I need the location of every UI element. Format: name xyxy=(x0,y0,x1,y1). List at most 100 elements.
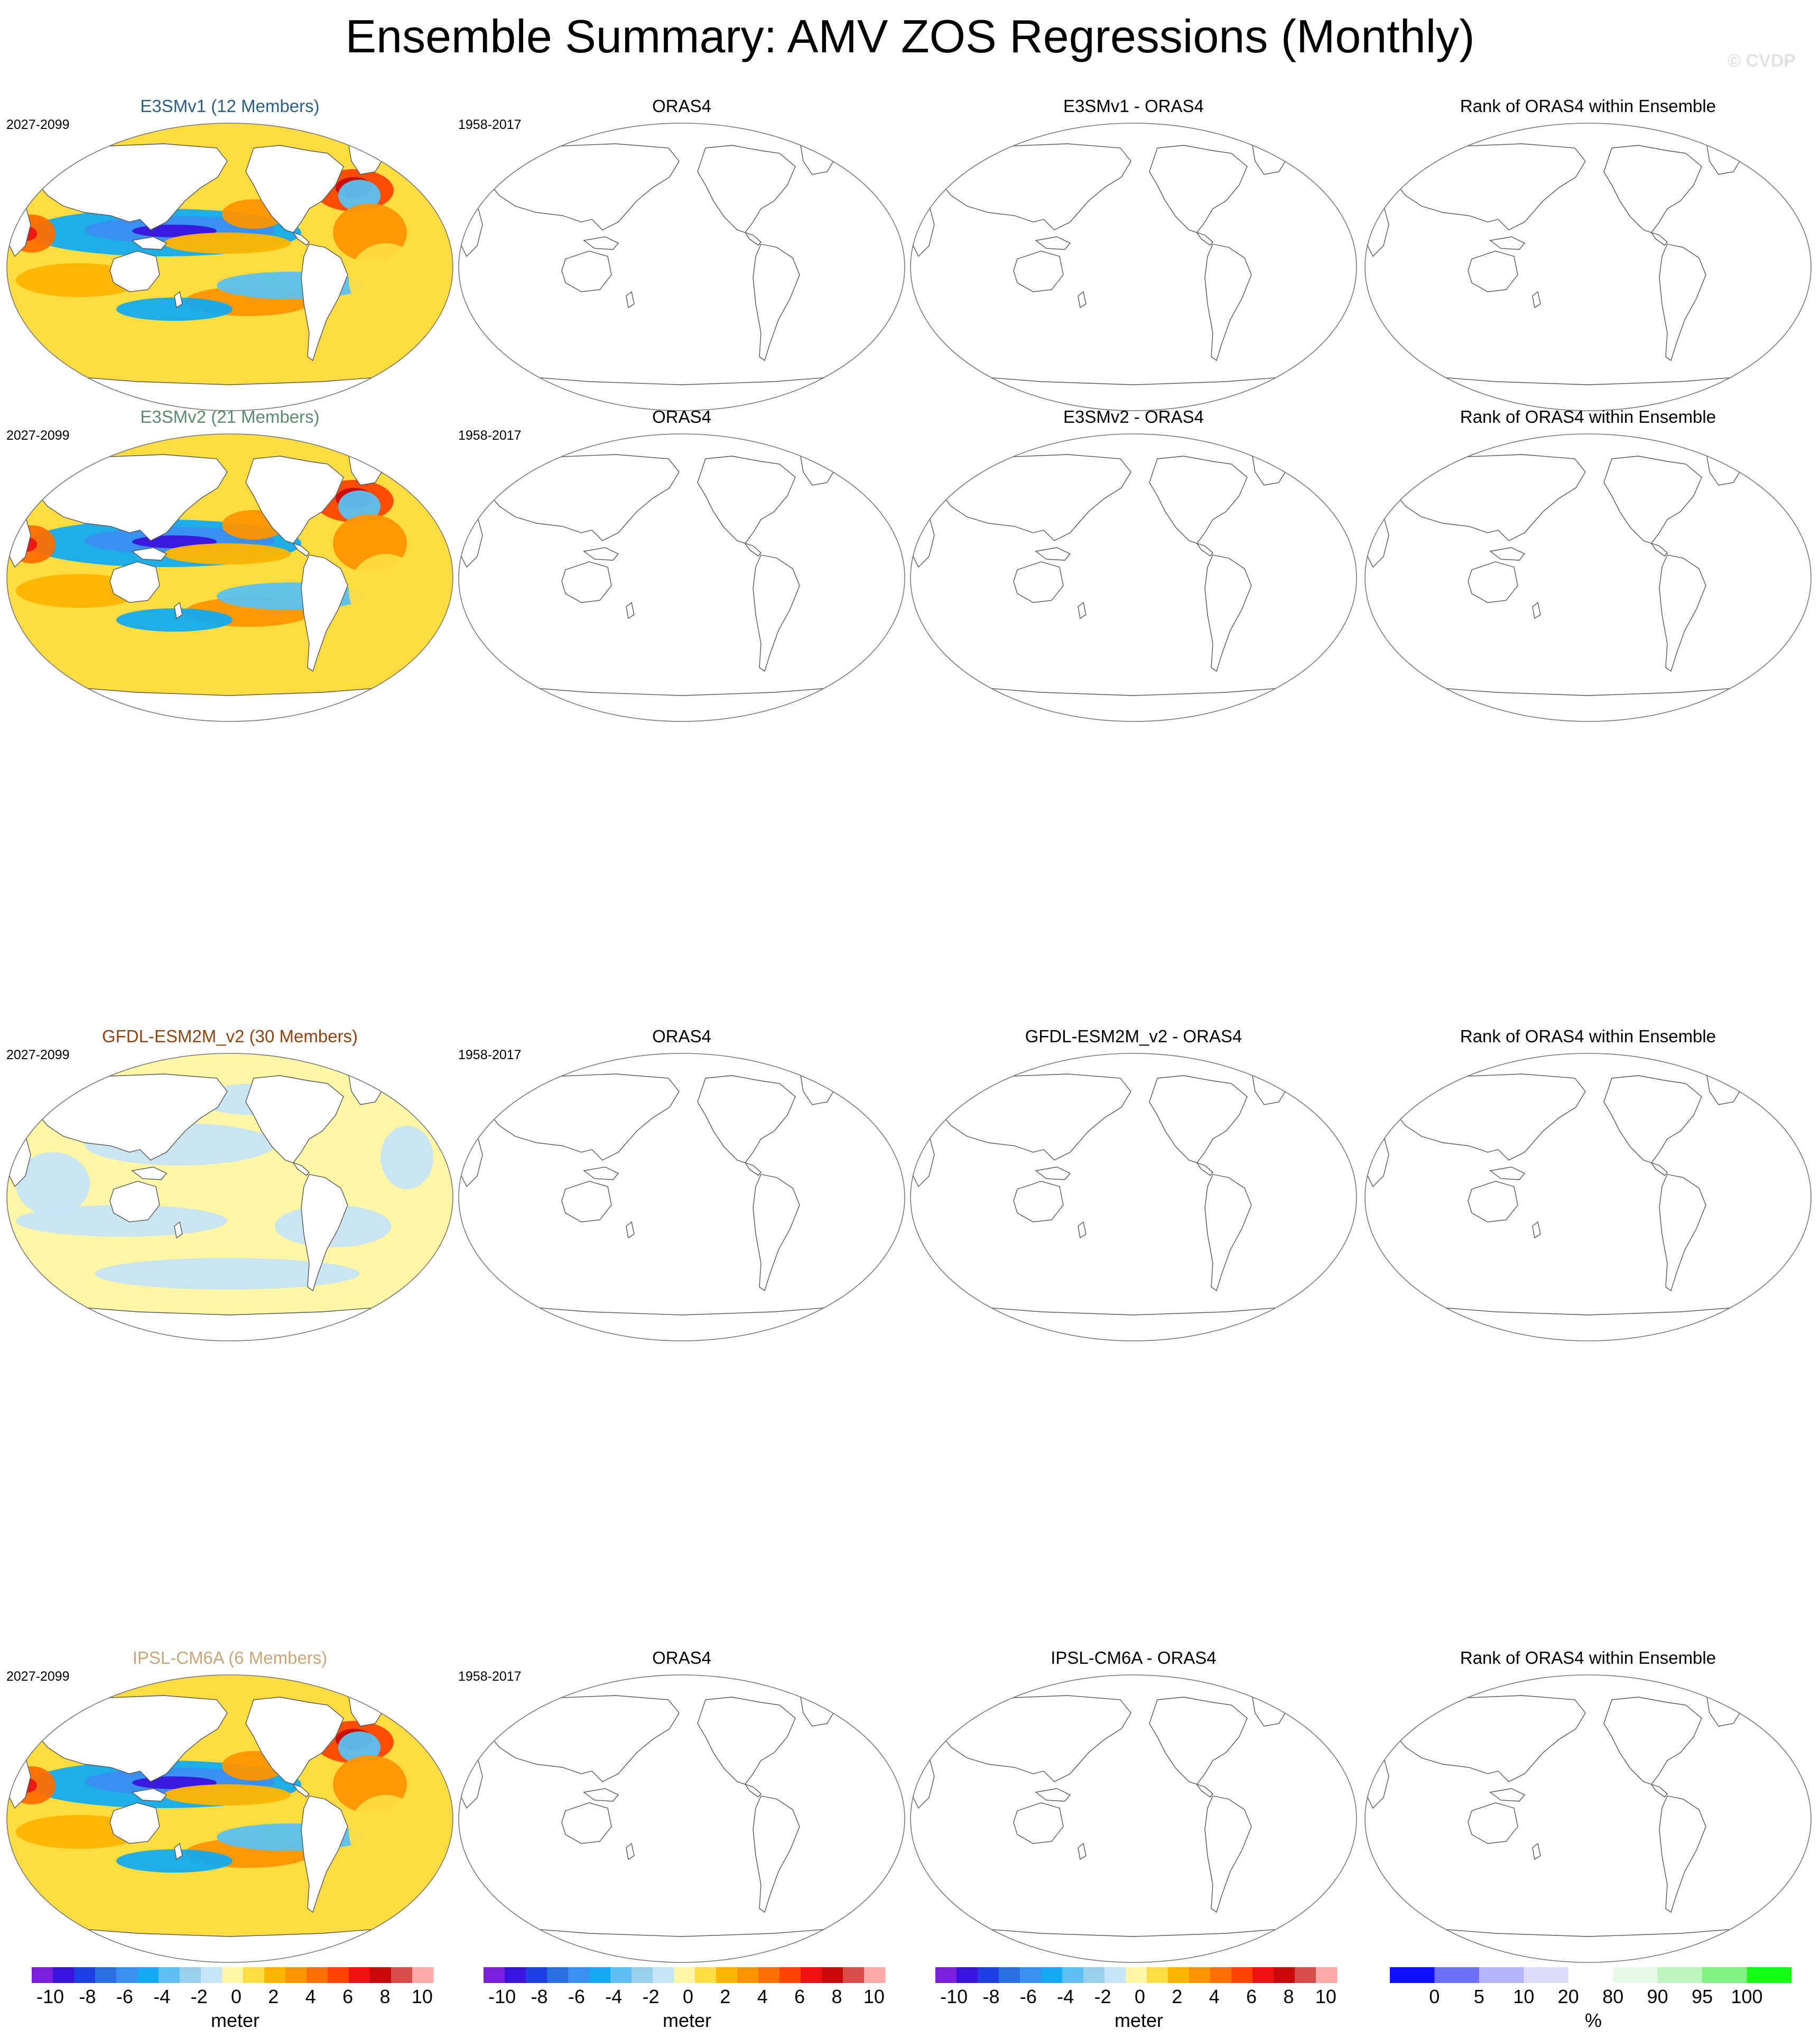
australia-coastline xyxy=(1468,561,1518,603)
maritime-continent-coastline xyxy=(1035,547,1071,561)
colorbar-swatch xyxy=(53,1967,75,1983)
new-zealand-coastline xyxy=(626,1842,635,1860)
colorbar-swatch xyxy=(589,1967,611,1983)
maritime-continent-coastline xyxy=(1035,1788,1071,1802)
greenland-coastline xyxy=(1252,1695,1290,1727)
colorbar-swatch xyxy=(74,1967,96,1983)
rank-panel-title: Rank of ORAS4 within Ensemble xyxy=(1460,96,1716,116)
map-content xyxy=(1367,1695,1763,1962)
map-content xyxy=(7,434,453,721)
australia-coastline xyxy=(109,561,160,603)
new-zealand-coastline xyxy=(1078,1842,1087,1860)
south-america-coastline xyxy=(753,554,800,672)
europe-africa-west-coastline xyxy=(913,208,935,257)
central-america-coastline xyxy=(744,231,762,246)
south-america-coastline xyxy=(1204,554,1252,672)
ensemble-map xyxy=(6,1053,453,1341)
map-border xyxy=(910,433,1357,722)
antarctica-coastline xyxy=(506,1305,857,1341)
colorbar-graphic: 0 5 10 20 80 90 95 100 xyxy=(1390,1967,1792,2007)
new-zealand-coastline xyxy=(1532,1221,1541,1239)
colorbar-swatch xyxy=(264,1967,286,1983)
map-border xyxy=(1364,1674,1812,1963)
regression-contour xyxy=(95,1258,359,1290)
map-border xyxy=(910,1674,1357,1963)
colorbar-tick-label: -4 xyxy=(605,1986,622,2007)
ensemble-panel: E3SMv2 (21 Members) 2027-2099 xyxy=(5,407,454,724)
central-america-coastline xyxy=(292,231,310,246)
australia-coastline xyxy=(1013,561,1064,603)
regression-contour xyxy=(164,1784,291,1805)
south-america-coastline xyxy=(301,1795,348,1913)
colorbar-tick-label: 10 xyxy=(1513,1986,1534,2007)
map-content xyxy=(913,1695,1309,1962)
colorbar-swatch xyxy=(307,1967,328,1983)
maritime-continent-coastline xyxy=(131,236,168,250)
colorbar-swatch xyxy=(505,1967,526,1983)
regression-contour xyxy=(164,233,291,254)
colorbar-tick-label: 6 xyxy=(794,1986,805,2007)
new-zealand-coastline xyxy=(1532,291,1541,309)
greenland-coastline xyxy=(1706,1695,1744,1727)
new-zealand-coastline xyxy=(1532,601,1541,619)
greenland-coastline xyxy=(1706,143,1744,175)
new-zealand-coastline xyxy=(174,1842,183,1860)
ensemble-map xyxy=(6,433,453,722)
colorbar-tick-label: -8 xyxy=(531,1986,548,2007)
cvdp-watermark: © CVDP xyxy=(1728,51,1796,71)
regression-contour xyxy=(380,1126,433,1189)
colorbar-swatch xyxy=(716,1967,738,1983)
asia-coastline xyxy=(930,454,1131,541)
map-border xyxy=(910,123,1357,411)
asia-coastline xyxy=(26,1695,228,1782)
rank-map xyxy=(1364,1674,1812,1963)
greenland-coastline xyxy=(1252,143,1290,175)
greenland-coastline xyxy=(800,1073,838,1105)
new-zealand-coastline xyxy=(174,1221,183,1239)
australia-coastline xyxy=(1013,1802,1064,1844)
colorbar-tick-label: 4 xyxy=(1209,1986,1220,2007)
map-content xyxy=(913,143,1309,411)
obs-panel: ORAS4 1958-2017 xyxy=(457,407,906,724)
central-america-coastline xyxy=(1196,542,1213,557)
europe-africa-west-coastline xyxy=(913,518,935,568)
colorbar-swatch xyxy=(180,1967,201,1983)
south-america-coastline xyxy=(301,244,348,362)
regression-contour xyxy=(349,243,423,317)
north-america-coastline xyxy=(1603,456,1702,544)
map-content xyxy=(1367,143,1763,411)
australia-coastline xyxy=(561,251,612,292)
obs-panel: ORAS4 1958-2017 xyxy=(457,1648,906,1965)
colorbar-swatch xyxy=(484,1967,505,1983)
colorbar-tick-label: -2 xyxy=(1094,1986,1111,2007)
obs-panel-years: 1958-2017 xyxy=(458,117,522,132)
north-america-coastline xyxy=(245,456,344,544)
colorbar-graphic: -10 -8 -6 -4 -2 0 2 4 6 8 10 xyxy=(32,1967,434,2007)
asia-coastline xyxy=(930,1073,1131,1161)
colorbar-swatch xyxy=(1390,1967,1435,1983)
rank-map xyxy=(1364,433,1812,722)
colorbar-tick-label: 4 xyxy=(305,1986,316,2007)
colorbar-swatch xyxy=(935,1967,957,1983)
south-america-coastline xyxy=(1659,244,1706,362)
difference-panel: E3SMv2 - ORAS4 xyxy=(909,407,1358,724)
obs-panel: ORAS4 1958-2017 xyxy=(457,96,906,413)
map-content xyxy=(461,143,857,411)
north-america-coastline xyxy=(697,145,796,233)
central-america-coastline xyxy=(744,1783,762,1798)
map-content xyxy=(913,454,1309,721)
regression-contour xyxy=(116,1849,233,1873)
north-america-coastline xyxy=(1149,1697,1248,1785)
colorbar-swatch xyxy=(999,1967,1020,1983)
colorbar-unit: meter xyxy=(1114,2009,1164,2031)
difference-panel-title: E3SMv2 - ORAS4 xyxy=(1063,407,1204,427)
greenland-coastline xyxy=(800,143,838,175)
regression-contour xyxy=(349,554,423,628)
difference-panel-title: E3SMv1 - ORAS4 xyxy=(1063,96,1204,116)
greenland-coastline xyxy=(1706,1073,1744,1105)
europe-africa-west-coastline xyxy=(1367,518,1389,568)
colorbar-swatch xyxy=(1274,1967,1295,1983)
europe-africa-west-coastline xyxy=(1367,208,1389,257)
colorbar-swatch xyxy=(137,1967,159,1983)
map-border xyxy=(1364,1053,1812,1341)
